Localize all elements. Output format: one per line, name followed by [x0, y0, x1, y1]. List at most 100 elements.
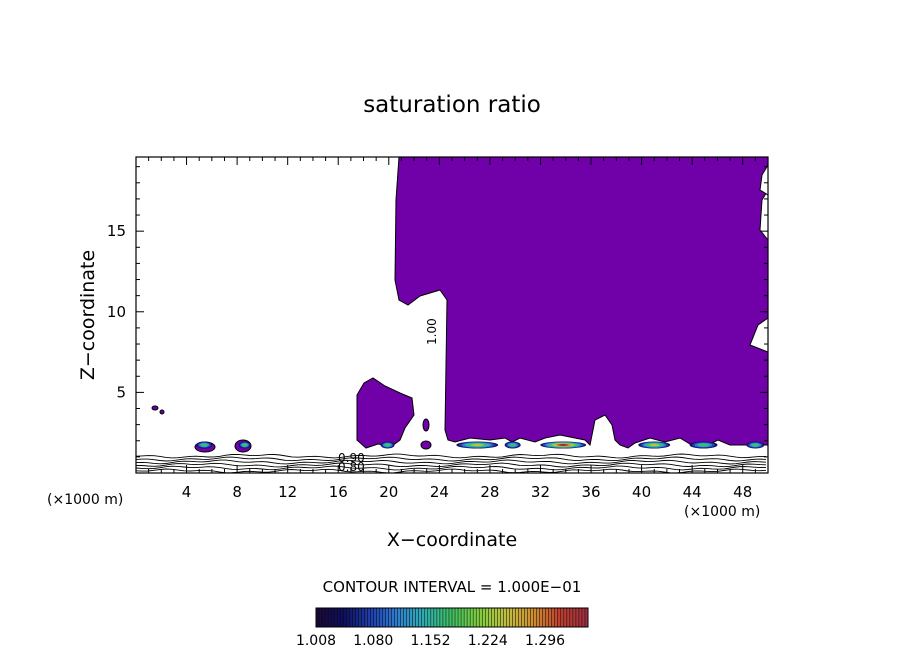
x-tick-label: 40	[632, 483, 651, 501]
colorbar-segment	[512, 608, 516, 627]
colorbar-segment	[485, 608, 489, 627]
x-tick-label: 28	[480, 483, 499, 501]
colorbar-segment	[578, 608, 583, 627]
base-contour-lines	[136, 453, 767, 473]
cell	[151, 405, 159, 411]
colorbar-segment	[455, 608, 459, 627]
hotspot-band	[752, 443, 758, 447]
colorbar-segment	[497, 608, 501, 627]
x-tick-label: 12	[278, 483, 297, 501]
colorbar-segment	[533, 608, 537, 627]
colorbar-segment	[436, 608, 441, 627]
chart-title: saturation ratio	[363, 92, 541, 118]
axis-ticks	[136, 157, 768, 473]
supersaturated-region-blob	[356, 377, 415, 449]
x-tick-label: 24	[430, 483, 449, 501]
x-tick-label: 44	[683, 483, 702, 501]
colorbar-segment	[424, 608, 429, 627]
colorbar-segment	[566, 608, 571, 627]
colorbar-segment	[355, 608, 359, 627]
supersaturated-region-main	[394, 157, 768, 449]
colorbar-segment	[415, 608, 420, 627]
colorbar-segment	[548, 608, 553, 627]
colorbar-tick-label: 1.008	[296, 633, 336, 649]
colorbar-segment	[467, 608, 471, 627]
x-axis-title: X−coordinate	[387, 529, 517, 551]
colorbar-segment	[572, 608, 577, 627]
base-contour	[136, 465, 767, 471]
colorbar-segment	[452, 608, 456, 627]
colorbar-segment	[421, 608, 426, 627]
colorbar-segment	[503, 608, 507, 627]
colorbar-segment	[439, 608, 444, 627]
colorbar-segment	[488, 608, 492, 627]
y-tick-labels: 5 10 15	[107, 222, 126, 401]
hotspot-band	[651, 444, 658, 446]
y-axis-title: Z−coordinate	[77, 250, 99, 380]
colorbar-segment	[337, 608, 341, 627]
colorbar-segment	[500, 608, 504, 627]
colorbar-segment	[331, 608, 335, 627]
colorbar-segment	[509, 608, 513, 627]
colorbar-segment	[563, 608, 568, 627]
base-contour	[136, 468, 767, 473]
colorbar-segment	[352, 608, 356, 627]
colorbar-segment	[473, 608, 477, 627]
colorbar-segment	[391, 608, 395, 627]
hotspot-band	[242, 443, 247, 447]
colorbar-segment	[539, 608, 543, 627]
colorbar-segment	[584, 608, 589, 627]
hotspot-band	[473, 444, 482, 446]
x-tick-label: 36	[581, 483, 600, 501]
base-contour	[136, 453, 767, 459]
subsaturated-hole	[759, 164, 768, 196]
contour-label: 1.00	[425, 318, 439, 345]
colorbar-segment	[394, 608, 398, 627]
colorbar-segment	[400, 608, 404, 627]
colorbar-segment	[403, 608, 407, 627]
colorbar-tick-label: 1.224	[468, 633, 508, 649]
colorbar-tick-label: 1.152	[410, 633, 450, 649]
hotspot-band	[510, 443, 516, 447]
colorbar-segment	[346, 608, 350, 627]
x-tick-label: 48	[733, 483, 752, 501]
colorbar-segment	[554, 608, 559, 627]
x-tick-labels: 4 8 12 16 20 24 28 32 36 40 44 48	[182, 483, 752, 501]
colorbar-segment	[328, 608, 332, 627]
base-contour	[136, 462, 767, 468]
colorbar-segment	[515, 608, 519, 627]
colorbar-segment	[385, 608, 389, 627]
colorbar-segment	[575, 608, 580, 627]
colorbar-segment	[445, 608, 450, 627]
colorbar-segment	[319, 608, 323, 627]
base-contour	[136, 456, 767, 462]
cell	[420, 440, 432, 450]
colorbar-tick-label: 1.296	[525, 633, 565, 649]
colorbar-segment	[334, 608, 338, 627]
hotspot-band	[699, 443, 708, 447]
y-tick-label: 5	[116, 383, 126, 401]
colorbar	[315, 607, 589, 628]
colorbar-segment	[322, 608, 326, 627]
x-tick-label: 20	[379, 483, 398, 501]
colorbar-segment	[560, 608, 565, 627]
colorbar-segment	[370, 608, 374, 627]
colorbar-segment	[418, 608, 423, 627]
colorbar-segment	[430, 608, 435, 627]
x-tick-label: 16	[329, 483, 348, 501]
colorbar-segment	[569, 608, 574, 627]
colorbar-segment	[461, 608, 465, 627]
colorbar-segment	[361, 608, 365, 627]
high-saturation-cells	[196, 441, 765, 449]
colorbar-segment	[433, 608, 438, 627]
colorbar-segment	[406, 608, 410, 627]
colorbar-segment	[521, 608, 525, 627]
colorbar-labels: 1.008 1.080 1.152 1.224 1.296	[296, 633, 565, 649]
colorbar-segment	[412, 608, 417, 627]
colorbar-segment	[464, 608, 468, 627]
y-unit-label: (×1000 m)	[47, 492, 123, 508]
y-tick-label: 15	[107, 222, 126, 240]
colorbar-segment	[373, 608, 377, 627]
colorbar-segment	[349, 608, 353, 627]
colorbar-segment	[316, 608, 320, 627]
